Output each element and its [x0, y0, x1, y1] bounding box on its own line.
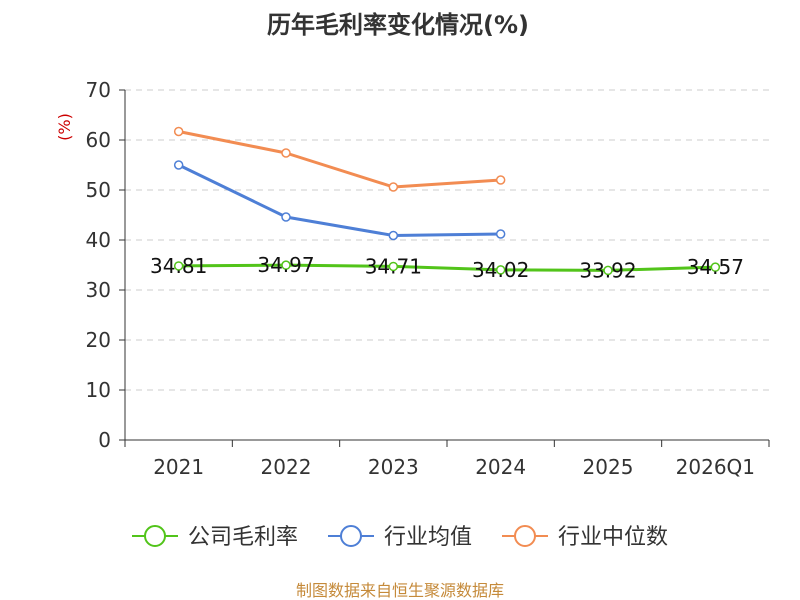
- legend-marker: [514, 525, 536, 547]
- data-label: 34.02: [472, 258, 529, 282]
- source-note: 制图数据来自恒生聚源数据库: [296, 581, 504, 600]
- data-point[interactable]: [281, 260, 291, 270]
- data-point[interactable]: [495, 229, 506, 239]
- chart-title: 历年毛利率变化情况(%): [267, 11, 529, 39]
- data-point[interactable]: [495, 175, 506, 185]
- y-tick-label: 0: [98, 428, 111, 452]
- y-tick-label: 20: [86, 328, 111, 352]
- x-tick-label: 2026Q1: [676, 455, 755, 479]
- data-point[interactable]: [710, 262, 721, 272]
- data-point[interactable]: [388, 261, 399, 272]
- legend-label: 行业均值: [384, 525, 472, 550]
- grid: [125, 89, 769, 391]
- data-point[interactable]: [495, 265, 506, 275]
- data-label: 34.81: [150, 254, 207, 278]
- series-2: [173, 126, 506, 192]
- x-tick-label: 2021: [153, 455, 204, 479]
- data-point[interactable]: [173, 261, 184, 271]
- series-line: [178, 163, 501, 237]
- y-tick-label: 50: [86, 178, 111, 202]
- data-point[interactable]: [603, 265, 613, 276]
- series-0: [173, 260, 721, 276]
- y-tick-label: 40: [86, 228, 111, 252]
- y-tick-label: 30: [86, 278, 111, 302]
- legend-label: 公司毛利率: [188, 525, 298, 550]
- y-tick-label: 60: [86, 128, 111, 152]
- series-1: [173, 160, 506, 241]
- y-tick-labels: 0 10 20 30 40 50 60 70: [86, 78, 111, 452]
- axes: [119, 89, 770, 447]
- data-label: 34.97: [257, 253, 314, 277]
- data-point[interactable]: [281, 212, 291, 222]
- y-axis-label: (%): [55, 113, 74, 141]
- data-label: 33.92: [579, 258, 636, 282]
- legend-item[interactable]: 行业中位数: [502, 525, 668, 550]
- y-tick-label: 10: [86, 378, 111, 402]
- data-point[interactable]: [388, 182, 399, 192]
- legend-marker: [144, 525, 166, 547]
- legend-marker: [340, 525, 362, 547]
- y-tick-label: 70: [86, 78, 111, 102]
- legend-item[interactable]: 公司毛利率: [132, 525, 298, 550]
- x-tick-label: 2022: [261, 455, 312, 479]
- x-tick-label: 2023: [368, 455, 419, 479]
- series-line: [178, 263, 716, 272]
- series-group: 34.81 34.97 34.71 34.02 33.92 34.57: [150, 126, 744, 282]
- series-line: [178, 130, 501, 189]
- legend-label: 行业中位数: [558, 525, 668, 550]
- legend[interactable]: 公司毛利率 行业均值 行业中位数: [132, 525, 668, 550]
- data-label: 34.57: [687, 255, 744, 279]
- data-point[interactable]: [388, 230, 399, 241]
- data-point[interactable]: [173, 126, 184, 137]
- x-tick-label: 2024: [475, 455, 526, 479]
- x-tick-label: 2025: [583, 455, 634, 479]
- data-point[interactable]: [281, 148, 291, 158]
- legend-item[interactable]: 行业均值: [328, 525, 472, 550]
- data-point[interactable]: [173, 160, 184, 170]
- data-label: 34.71: [365, 254, 422, 278]
- x-tick-labels: 2021 2022 2023 2024 2025 2026Q1: [153, 455, 755, 479]
